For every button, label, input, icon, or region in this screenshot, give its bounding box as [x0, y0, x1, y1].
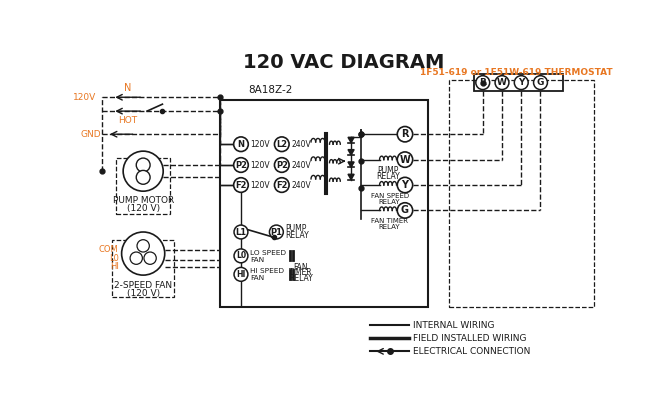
Text: W: W: [497, 78, 507, 87]
Text: 240V: 240V: [291, 181, 311, 189]
Circle shape: [144, 252, 156, 264]
Text: HI: HI: [237, 270, 246, 279]
Circle shape: [533, 76, 547, 90]
Circle shape: [397, 203, 413, 218]
Text: HI SPEED: HI SPEED: [250, 268, 284, 274]
Text: G: G: [537, 78, 544, 87]
Bar: [116, 158, 170, 214]
Text: LO SPEED: LO SPEED: [250, 250, 286, 256]
Circle shape: [515, 76, 528, 90]
Circle shape: [275, 178, 289, 192]
Text: R: R: [401, 129, 409, 139]
Bar: [449, 80, 594, 308]
Text: 240V: 240V: [291, 140, 311, 149]
Circle shape: [234, 137, 249, 152]
Bar: [113, 240, 174, 297]
Text: FAN: FAN: [293, 263, 308, 272]
Text: (120 V): (120 V): [127, 204, 159, 212]
Circle shape: [234, 158, 249, 172]
Circle shape: [397, 127, 413, 142]
Text: F2: F2: [235, 181, 247, 189]
Text: 120V: 120V: [250, 160, 270, 170]
Text: GND: GND: [80, 130, 100, 139]
Circle shape: [397, 152, 413, 167]
Text: 120 VAC DIAGRAM: 120 VAC DIAGRAM: [243, 53, 444, 72]
Text: P2: P2: [235, 160, 247, 170]
Text: 1F51-619 or 1F51W-619 THERMOSTAT: 1F51-619 or 1F51W-619 THERMOSTAT: [420, 68, 613, 77]
Circle shape: [130, 252, 143, 264]
Polygon shape: [348, 174, 354, 180]
Text: F2: F2: [276, 181, 287, 189]
Text: PUMP MOTOR: PUMP MOTOR: [113, 196, 174, 205]
Circle shape: [397, 177, 413, 193]
Text: 120V: 120V: [250, 140, 270, 149]
Text: RELAY: RELAY: [285, 231, 310, 241]
Bar: [220, 100, 428, 308]
Text: RELAY: RELAY: [289, 274, 313, 283]
Circle shape: [476, 76, 490, 90]
Text: P1: P1: [271, 228, 282, 236]
Text: INTERNAL WIRING: INTERNAL WIRING: [413, 321, 495, 330]
Circle shape: [275, 158, 289, 172]
Circle shape: [269, 225, 283, 239]
Circle shape: [234, 225, 248, 239]
Text: 120V: 120V: [250, 181, 270, 189]
Circle shape: [136, 158, 150, 172]
Text: W: W: [399, 155, 410, 165]
Text: 120V: 120V: [73, 93, 96, 102]
Text: 8A18Z-2: 8A18Z-2: [248, 85, 292, 95]
Text: HOT: HOT: [118, 116, 137, 125]
Circle shape: [495, 76, 509, 90]
Text: FIELD INSTALLED WIRING: FIELD INSTALLED WIRING: [413, 334, 527, 343]
Circle shape: [234, 178, 249, 192]
Circle shape: [123, 151, 163, 191]
Text: HI: HI: [110, 262, 119, 271]
Text: N: N: [124, 83, 131, 93]
Polygon shape: [348, 162, 354, 167]
Text: (120 V): (120 V): [127, 289, 159, 298]
Text: FAN SPEED: FAN SPEED: [371, 193, 409, 199]
Circle shape: [122, 232, 165, 275]
Polygon shape: [348, 150, 354, 155]
Text: ELECTRICAL CONNECTION: ELECTRICAL CONNECTION: [413, 347, 531, 356]
Circle shape: [275, 137, 289, 152]
Text: FAN: FAN: [250, 257, 265, 263]
Text: G: G: [401, 205, 409, 215]
Text: 2-SPEED FAN: 2-SPEED FAN: [114, 282, 172, 290]
Text: RELAY: RELAY: [379, 225, 401, 230]
Text: PUMP: PUMP: [285, 224, 307, 233]
Circle shape: [137, 240, 149, 252]
Text: 240V: 240V: [291, 160, 311, 170]
Circle shape: [234, 267, 248, 281]
Circle shape: [136, 171, 150, 184]
Text: R: R: [479, 78, 486, 87]
Text: PUMP: PUMP: [377, 166, 399, 175]
Text: L0: L0: [236, 251, 246, 260]
Text: L1: L1: [235, 228, 247, 236]
Text: FAN: FAN: [250, 275, 265, 281]
Text: Y: Y: [518, 78, 525, 87]
Text: RELAY: RELAY: [379, 199, 401, 205]
Text: TIMER: TIMER: [289, 268, 313, 277]
Text: COM: COM: [98, 245, 119, 254]
Text: N: N: [237, 140, 245, 149]
Text: Y: Y: [401, 180, 409, 190]
Text: L0: L0: [109, 254, 119, 264]
Text: L2: L2: [276, 140, 287, 149]
Text: P2: P2: [276, 160, 288, 170]
Polygon shape: [348, 137, 354, 143]
Bar: [474, 74, 563, 91]
Circle shape: [234, 249, 248, 263]
Text: RELAY: RELAY: [376, 172, 400, 181]
Text: FAN TIMER: FAN TIMER: [371, 218, 408, 224]
